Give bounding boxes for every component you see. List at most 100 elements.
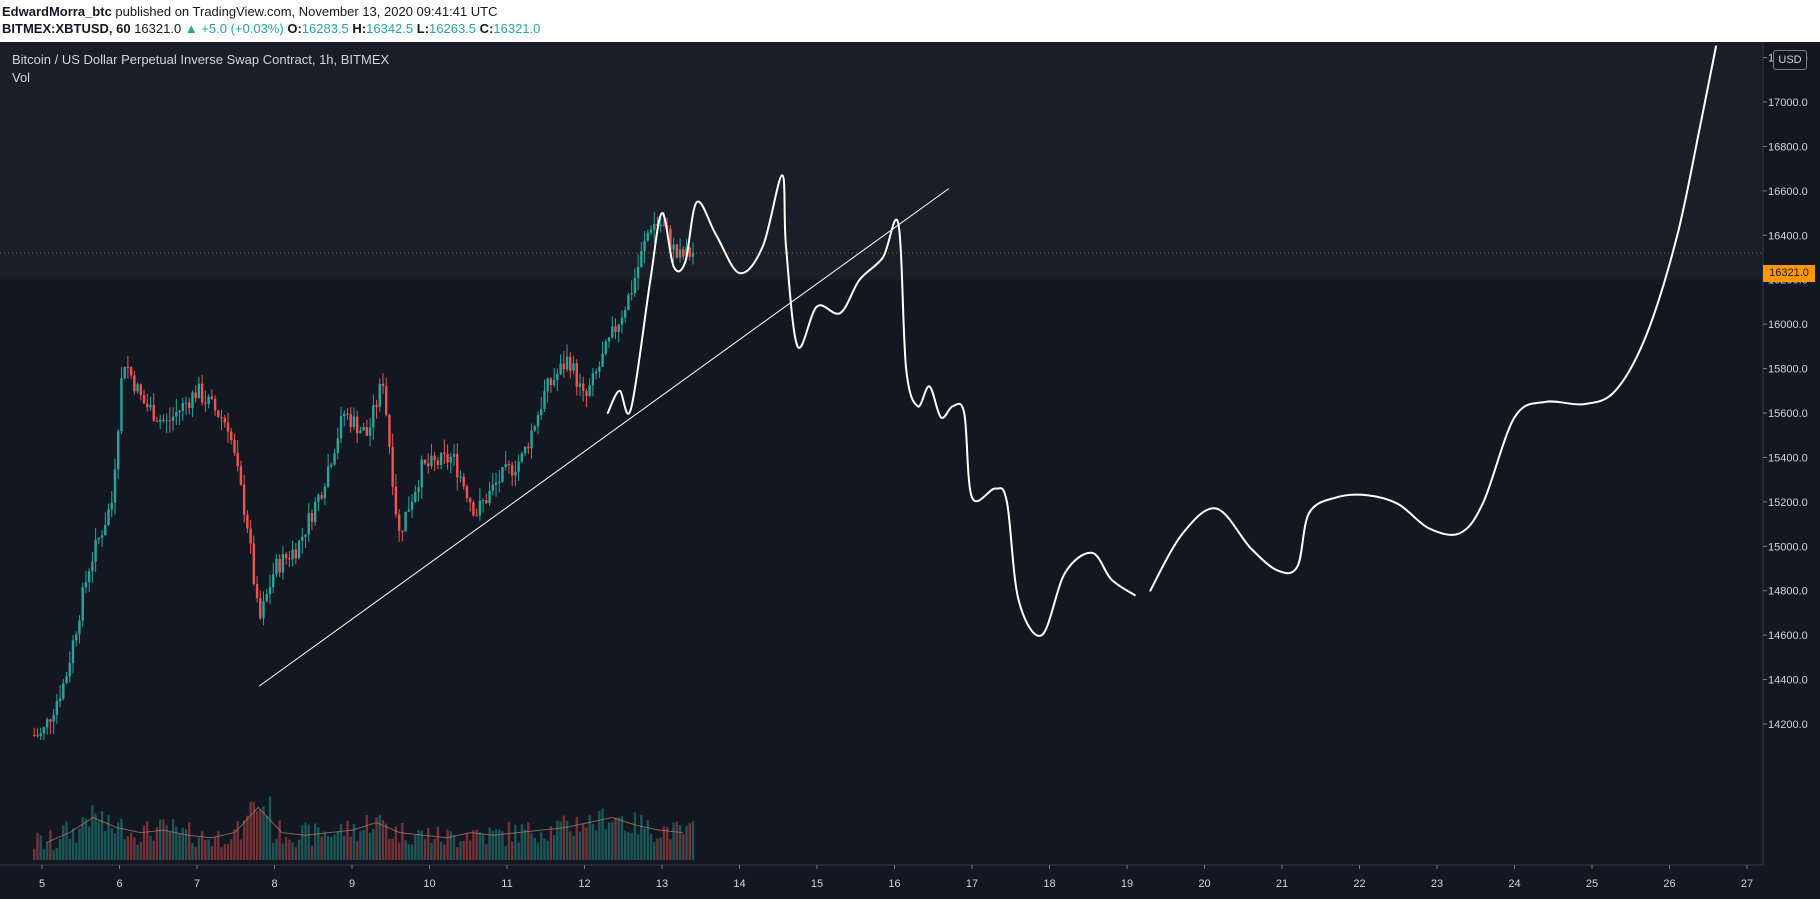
- volume-bar: [488, 827, 491, 860]
- volume-bar: [197, 837, 201, 860]
- candle-body: [107, 509, 110, 526]
- candle-body: [598, 366, 601, 372]
- time-scale[interactable]: [0, 865, 1763, 899]
- time-tick-label: 26: [1663, 878, 1675, 890]
- series-legend-title[interactable]: Bitcoin / US Dollar Perpetual Inverse Sw…: [12, 52, 390, 67]
- candle-body: [226, 422, 230, 432]
- volume-bar: [523, 829, 527, 860]
- candle-body: [462, 476, 465, 487]
- candle-body: [162, 419, 165, 422]
- candle-body: [42, 727, 46, 734]
- volume-bar: [352, 824, 356, 860]
- volume-bar: [614, 817, 617, 860]
- volume-bar: [168, 831, 172, 860]
- volume-bar: [552, 835, 556, 860]
- candle-body: [284, 554, 288, 559]
- volume-bar: [401, 822, 404, 860]
- candle-body: [297, 540, 301, 559]
- volume-bar: [252, 801, 256, 860]
- volume-bar: [459, 841, 462, 860]
- volume-legend[interactable]: Vol: [12, 70, 31, 85]
- volume-bar: [375, 817, 378, 860]
- volume-bar: [443, 844, 446, 860]
- candle-body: [565, 356, 569, 370]
- candle-body: [372, 405, 375, 428]
- time-tick-label: 27: [1741, 878, 1753, 890]
- candle-body: [607, 337, 611, 342]
- volume-bar: [501, 831, 504, 860]
- volume-bar: [200, 831, 204, 860]
- volume-bar: [481, 834, 485, 860]
- time-tick-label: 7: [194, 878, 200, 890]
- volume-bar: [113, 833, 117, 860]
- candle-body: [139, 384, 143, 395]
- candle-body: [62, 683, 65, 699]
- volume-bar: [685, 825, 688, 860]
- candle-body: [365, 427, 369, 436]
- volume-bar: [640, 815, 643, 860]
- candle-body: [485, 500, 488, 504]
- candle-body: [540, 409, 543, 416]
- volume-bar: [104, 830, 107, 860]
- volume-bar: [617, 817, 620, 860]
- volume-bar: [284, 837, 288, 860]
- candle-body: [281, 554, 285, 573]
- candle-body: [326, 466, 330, 487]
- candle-body: [427, 463, 430, 467]
- candle-body: [207, 396, 210, 404]
- currency-button[interactable]: USD: [1773, 50, 1807, 70]
- candle-body: [414, 491, 417, 502]
- volume-bar: [598, 811, 601, 860]
- candle-body: [543, 391, 546, 410]
- candle-body: [423, 459, 427, 464]
- candle-body: [252, 543, 256, 585]
- volume-bar: [65, 821, 68, 860]
- volume-bar: [582, 824, 585, 860]
- volume-bar: [91, 805, 94, 860]
- trendline-drawing[interactable]: [258, 188, 950, 687]
- volume-bar: [643, 828, 646, 860]
- candle-body: [288, 558, 291, 560]
- candle-body: [436, 460, 440, 465]
- candle-body: [682, 249, 685, 257]
- volume-bar: [42, 849, 46, 860]
- volume-bar: [349, 836, 352, 860]
- candle-body: [410, 501, 414, 510]
- candle-body: [97, 537, 101, 540]
- symbol-label[interactable]: BITMEX:XBTUSD, 60: [2, 21, 131, 36]
- candle-body: [417, 487, 420, 492]
- volume-bar: [368, 832, 372, 860]
- time-tick-label: 11: [501, 878, 512, 890]
- candle-body: [55, 701, 59, 715]
- volume-bar: [313, 823, 317, 860]
- candle-body: [675, 244, 679, 258]
- volume-bar: [323, 831, 327, 860]
- chart-area[interactable]: 17200.017000.016800.016600.016400.016200…: [0, 42, 1820, 899]
- candle-body: [242, 484, 246, 515]
- volume-bar: [326, 835, 330, 860]
- time-tick-label: 17: [966, 878, 978, 890]
- author-name[interactable]: EdwardMorra_btc: [2, 4, 112, 19]
- forecast-brush-drawing[interactable]: [606, 174, 1136, 637]
- time-tick-label: 6: [116, 878, 122, 890]
- chart-canvas[interactable]: 17200.017000.016800.016600.016400.016200…: [0, 42, 1820, 899]
- volume-bar: [498, 829, 501, 860]
- current-price-badge: 16321.0: [1763, 265, 1815, 282]
- volume-bar: [291, 842, 294, 860]
- forecast-brush-drawing-2[interactable]: [1149, 45, 1717, 592]
- volume-bar: [75, 842, 78, 860]
- volume-bar: [184, 829, 188, 860]
- volume-bar: [494, 829, 498, 860]
- time-tick-label: 16: [888, 878, 900, 890]
- candle-body: [672, 244, 675, 250]
- volume-bar: [230, 839, 233, 860]
- candle-body: [304, 534, 307, 537]
- price-scale[interactable]: [1763, 42, 1820, 899]
- candle-body: [649, 229, 653, 233]
- high-label: H:: [352, 21, 367, 36]
- candle-body: [591, 373, 595, 386]
- candle-body: [275, 558, 278, 575]
- candle-body: [204, 402, 207, 404]
- volume-bar: [94, 813, 97, 860]
- volume-bar: [359, 831, 362, 860]
